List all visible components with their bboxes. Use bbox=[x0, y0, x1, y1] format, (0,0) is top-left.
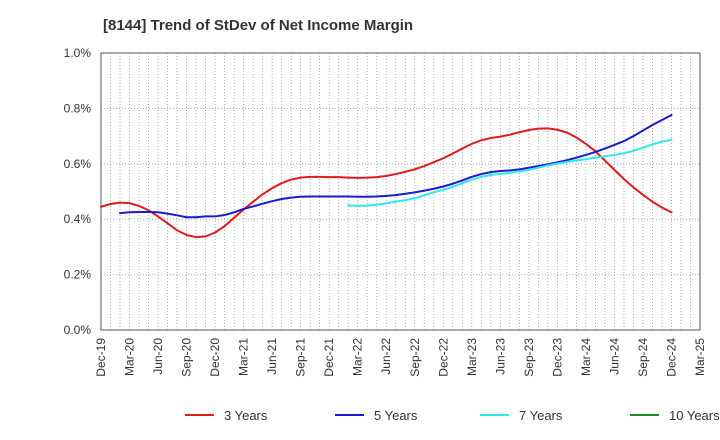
x-tick-label: Mar-20 bbox=[123, 338, 137, 376]
x-tick-label: Mar-21 bbox=[237, 338, 251, 376]
legend: 3 Years 5 Years 7 Years 10 Years bbox=[185, 408, 720, 423]
legend-label-10-years: 10 Years bbox=[669, 408, 720, 423]
plot-frame bbox=[100, 52, 701, 331]
y-tick-label: 0.2% bbox=[64, 268, 92, 282]
series-line-7-years bbox=[347, 138, 673, 207]
axes: 0.0% 0.2% 0.4% 0.6% 0.8% 1.0% Dec-19 Mar-20 Jun-… bbox=[64, 46, 707, 377]
x-tick-label: Sep-24 bbox=[636, 338, 650, 377]
series-line-3-years bbox=[100, 127, 673, 239]
y-tick-label: 0.0% bbox=[64, 323, 92, 337]
y-tick-label: 0.8% bbox=[64, 101, 92, 115]
x-tick-label: Mar-24 bbox=[579, 338, 593, 376]
x-tick-label: Mar-25 bbox=[693, 338, 707, 376]
x-tick-label: Dec-24 bbox=[664, 338, 678, 377]
x-tick-label: Dec-21 bbox=[322, 338, 336, 377]
y-tick-label: 0.6% bbox=[64, 157, 92, 171]
y-tick-label: 1.0% bbox=[64, 46, 92, 60]
series-lines bbox=[100, 114, 673, 239]
x-tick-label: Sep-21 bbox=[294, 338, 308, 377]
x-tick-label: Sep-22 bbox=[408, 338, 422, 377]
legend-label-5-years: 5 Years bbox=[374, 408, 418, 423]
grid bbox=[101, 53, 700, 330]
x-tick-label: Sep-20 bbox=[180, 338, 194, 377]
x-tick-label: Sep-23 bbox=[522, 338, 536, 377]
series-line-5-years bbox=[119, 114, 673, 219]
x-tick-label: Dec-23 bbox=[550, 338, 564, 377]
x-tick-label: Jun-20 bbox=[151, 338, 165, 375]
x-tick-label: Dec-20 bbox=[208, 338, 222, 377]
legend-label-7-years: 7 Years bbox=[519, 408, 563, 423]
chart-title: [8144] Trend of StDev of Net Income Marg… bbox=[103, 17, 413, 34]
x-tick-label: Jun-22 bbox=[379, 338, 393, 375]
x-tick-label: Dec-19 bbox=[94, 338, 108, 377]
x-tick-label: Mar-23 bbox=[465, 338, 479, 376]
y-tick-label: 0.4% bbox=[64, 212, 92, 226]
x-tick-label: Jun-21 bbox=[265, 338, 279, 375]
legend-label-3-years: 3 Years bbox=[224, 408, 268, 423]
x-tick-label: Dec-22 bbox=[436, 338, 450, 377]
x-tick-label: Jun-23 bbox=[493, 338, 507, 375]
x-tick-label: Jun-24 bbox=[607, 338, 621, 375]
x-tick-label: Mar-22 bbox=[351, 338, 365, 376]
